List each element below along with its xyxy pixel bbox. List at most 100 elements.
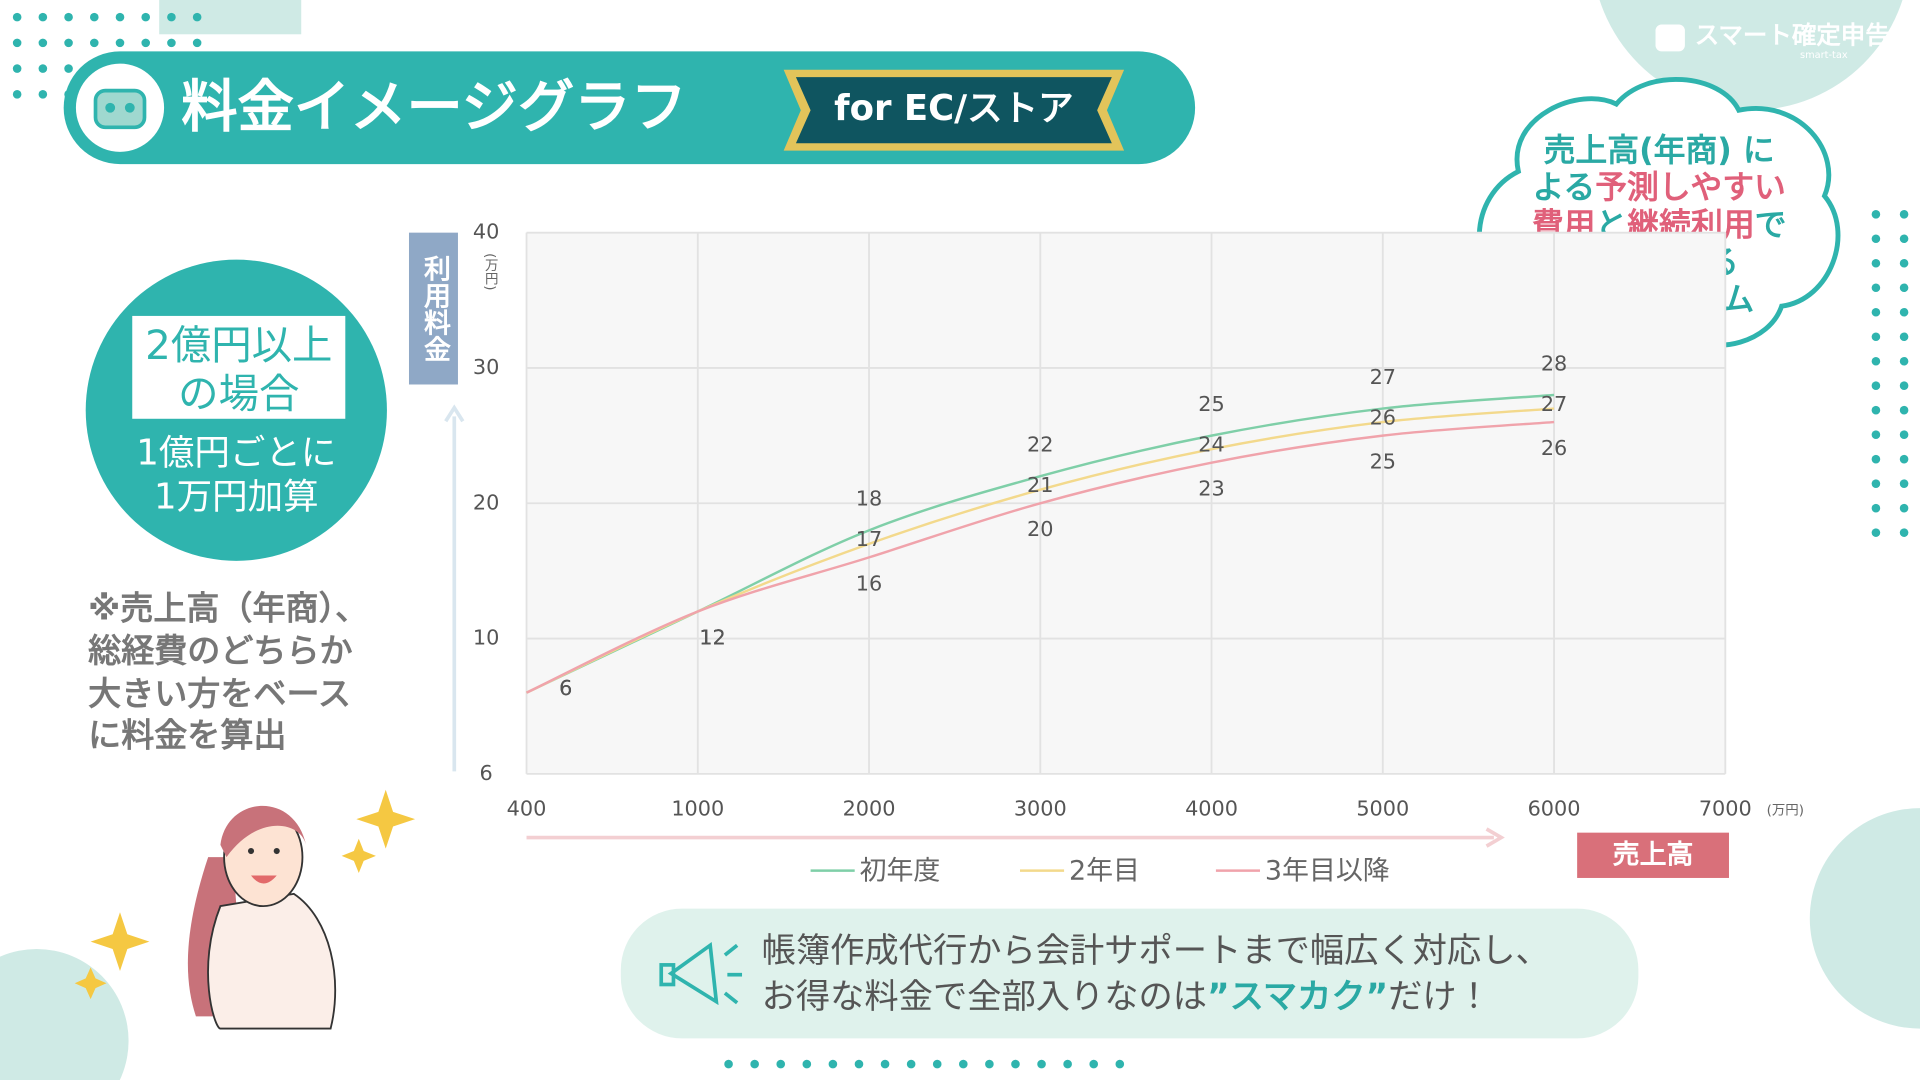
- dot: [1871, 503, 1881, 513]
- data-label: 16: [856, 571, 882, 595]
- dot: [985, 1059, 994, 1069]
- note-line: 大きい方をベース: [88, 674, 351, 713]
- dot: [1899, 479, 1909, 488]
- y-axis-title: 利用料金: [419, 254, 450, 362]
- data-label: 27: [1370, 365, 1396, 389]
- dot: [1871, 528, 1881, 537]
- data-label: 6: [559, 676, 572, 700]
- sparkle: [341, 838, 376, 874]
- dot: [1899, 210, 1909, 219]
- mouth: [251, 875, 277, 884]
- condition-box: [132, 315, 346, 419]
- dot: [115, 38, 125, 48]
- data-label: 25: [1198, 392, 1224, 416]
- banner: [620, 908, 1639, 1039]
- dot: [1899, 234, 1909, 244]
- dot: [1899, 307, 1909, 317]
- y-tick-label: 10: [473, 626, 499, 650]
- dot: [1899, 283, 1909, 293]
- dot: [1899, 528, 1909, 537]
- dot: [724, 1059, 733, 1069]
- x-tick-label: 3000: [1014, 796, 1067, 820]
- dot: [90, 12, 99, 22]
- bubble-segment: 売上高(年商) に: [1544, 131, 1775, 169]
- dot: [12, 38, 22, 48]
- dot: [1899, 258, 1909, 268]
- dot: [1037, 1059, 1046, 1069]
- legend-label: 初年度: [860, 855, 941, 886]
- series-line: [526, 420, 1555, 694]
- data-label: 6: [559, 676, 572, 700]
- dot: [828, 1059, 838, 1069]
- sound-line: [723, 991, 739, 1005]
- robot-eye: [124, 102, 135, 113]
- y-axis-unit: (万円): [482, 253, 499, 290]
- data-label: 22: [1027, 433, 1053, 457]
- x-tick-label: 5000: [1356, 796, 1409, 820]
- bubble-line: よる予測しやすい: [1533, 168, 1786, 206]
- note-line: に料金を算出: [88, 716, 286, 755]
- dot: [12, 90, 22, 99]
- data-label: 24: [1198, 432, 1224, 456]
- brand: スマート確定申告 smart-tax: [1655, 21, 1890, 61]
- dot: [1871, 405, 1881, 415]
- data-label: 12: [699, 625, 725, 649]
- dot: [1115, 1059, 1125, 1069]
- sparkle: [90, 912, 150, 972]
- header-title: 料金イメージグラフ: [181, 75, 687, 140]
- dot: [38, 90, 48, 99]
- condition-title: 2億円以上: [145, 321, 332, 369]
- dot: [1871, 307, 1881, 317]
- dot: [1899, 430, 1909, 439]
- dot: [1899, 381, 1909, 390]
- dot: [854, 1059, 864, 1069]
- brand-icon: [1655, 24, 1685, 52]
- robot-icon: [93, 88, 147, 130]
- brand-sub: smart-tax: [1800, 50, 1848, 61]
- dot: [776, 1059, 786, 1069]
- megaphone-body: [667, 941, 719, 1006]
- x-tick-label: 4000: [1185, 796, 1238, 820]
- sparkle: [74, 967, 107, 1000]
- data-label: 12: [699, 625, 725, 649]
- dot: [12, 64, 22, 73]
- banner-line: 帳簿作成代行から会計サポートまで幅広く対応し、: [762, 931, 1550, 971]
- dot: [959, 1059, 968, 1069]
- sparkle: [356, 789, 416, 849]
- data-label: 23: [1198, 477, 1224, 501]
- dot: [192, 38, 202, 48]
- dot: [1871, 454, 1881, 464]
- dot: [38, 38, 48, 48]
- megaphone-handle: [659, 963, 676, 987]
- dot: [64, 12, 73, 22]
- dot: [802, 1059, 812, 1069]
- dot: [90, 38, 99, 48]
- note-line: ※売上高（年商）、: [88, 588, 368, 627]
- dot: [1871, 210, 1881, 219]
- data-label: 27: [1541, 392, 1567, 416]
- dot: [750, 1059, 759, 1069]
- dot: [167, 12, 176, 22]
- dot: [1011, 1059, 1020, 1069]
- dot: [906, 1059, 916, 1069]
- badge-text: for EC/ストア: [834, 88, 1073, 129]
- data-label: 25: [1370, 450, 1396, 474]
- y-tick-label: 20: [473, 490, 499, 514]
- x-axis-unit: (万円): [1767, 804, 1804, 819]
- dot: [1899, 405, 1909, 415]
- condition-text: 1万円加算: [154, 476, 319, 517]
- banner-line: お得な料金で全部入りなのは”スマカク”だけ！: [762, 976, 1491, 1016]
- bubble-segment: で: [1755, 206, 1787, 244]
- x-tick-label: 2000: [843, 796, 896, 820]
- dot: [880, 1059, 890, 1069]
- x-tick-label: 400: [507, 796, 547, 820]
- dot: [1871, 479, 1881, 488]
- eye: [273, 847, 280, 855]
- bubble-segment: よる: [1533, 168, 1596, 206]
- corner-blob: [0, 949, 129, 1080]
- corner-block: [159, 0, 302, 35]
- data-label: 6: [559, 676, 572, 700]
- x-tick-label: 7000: [1699, 796, 1752, 820]
- bubble-segment: 予測しやすい: [1595, 168, 1786, 206]
- data-label: 28: [1541, 351, 1567, 375]
